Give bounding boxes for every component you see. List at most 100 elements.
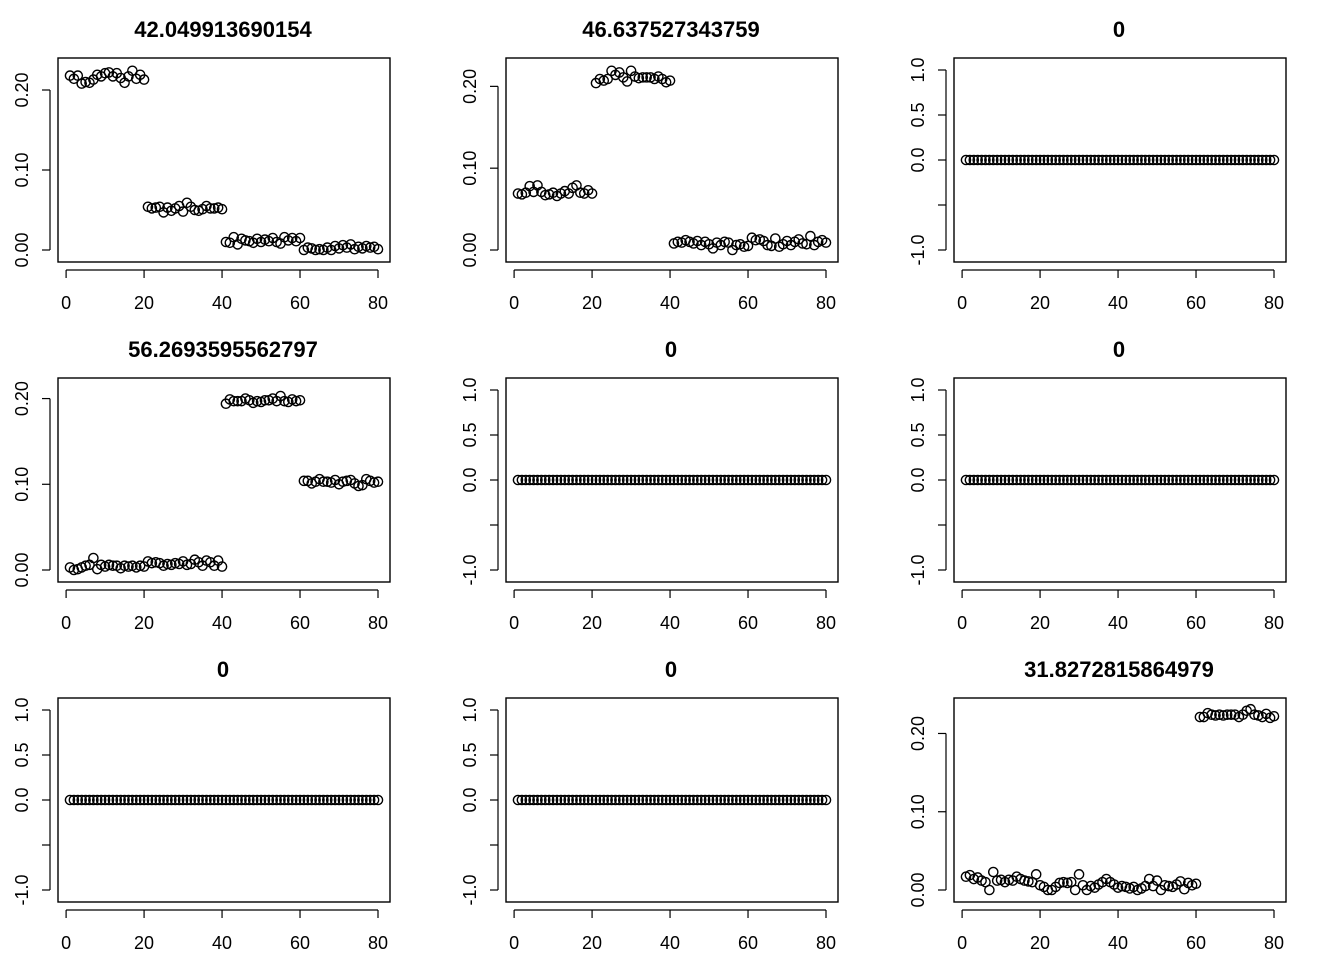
x-tick-label: 40 xyxy=(1108,293,1128,313)
data-point xyxy=(801,474,812,486)
data-point xyxy=(224,794,236,806)
data-point xyxy=(1214,709,1225,720)
data-point xyxy=(1077,154,1089,166)
data-point xyxy=(1097,474,1108,486)
x-tick-label: 40 xyxy=(660,613,680,633)
data-point xyxy=(676,474,688,486)
x-tick-label: 20 xyxy=(582,613,602,633)
data-point xyxy=(1058,876,1069,888)
data-point xyxy=(676,794,688,806)
data-point xyxy=(1190,154,1202,166)
data-point xyxy=(512,794,524,806)
data-point xyxy=(1151,875,1163,886)
data-point xyxy=(271,794,282,806)
data-point xyxy=(805,230,816,242)
data-point xyxy=(1245,154,1256,166)
data-point xyxy=(547,794,559,806)
data-point xyxy=(559,794,571,806)
data-point xyxy=(645,474,656,486)
data-point xyxy=(1249,154,1260,166)
y-tick-label: 0.0 xyxy=(12,787,32,812)
data-point xyxy=(127,794,138,806)
x-tick-label: 0 xyxy=(957,933,967,953)
data-point xyxy=(816,474,828,486)
data-point xyxy=(976,154,987,166)
data-point xyxy=(637,474,649,486)
data-point xyxy=(1124,154,1136,166)
data-point xyxy=(1214,154,1225,166)
data-point xyxy=(968,154,980,166)
y-tick-label: 0.5 xyxy=(908,422,928,447)
data-point xyxy=(555,474,567,486)
y-tick-label: -1.0 xyxy=(908,554,928,585)
data-point xyxy=(80,560,91,572)
panel-title: 0 xyxy=(217,657,229,682)
x-tick-label: 40 xyxy=(660,293,680,313)
data-point xyxy=(987,154,999,166)
data-point xyxy=(586,794,598,806)
x-tick-label: 20 xyxy=(1030,613,1050,633)
data-point xyxy=(586,188,598,199)
data-point xyxy=(1143,474,1155,486)
data-point xyxy=(594,794,606,806)
data-point xyxy=(368,477,380,488)
data-point xyxy=(1030,154,1042,166)
y-tick-label: 1.0 xyxy=(908,57,928,82)
panel-title: 42.049913690154 xyxy=(134,17,312,42)
data-point xyxy=(1260,154,1272,166)
data-point xyxy=(610,794,621,806)
data-point xyxy=(762,794,773,806)
y-tick-label: 0.20 xyxy=(12,381,32,416)
data-point xyxy=(680,794,691,806)
data-point xyxy=(606,794,617,806)
data-point xyxy=(314,794,325,806)
plot-frame xyxy=(505,57,839,263)
x-tick-label: 60 xyxy=(738,933,758,953)
panel-title: 0 xyxy=(665,657,677,682)
data-point xyxy=(991,875,1003,886)
panel-7: 0 0 20 40 60 80 -1.0 0.0 0.5 1.0 xyxy=(12,657,391,953)
data-point xyxy=(228,395,240,407)
data-point xyxy=(567,794,578,806)
data-point xyxy=(1221,154,1233,166)
data-point xyxy=(715,794,727,806)
data-point xyxy=(703,794,715,806)
data-point xyxy=(240,235,251,246)
data-point xyxy=(99,794,111,806)
data-point xyxy=(173,794,185,806)
data-point xyxy=(512,188,524,199)
data-point xyxy=(539,474,551,486)
data-point xyxy=(758,794,769,806)
x-tick-label: 60 xyxy=(1186,613,1206,633)
data-point xyxy=(1019,875,1030,886)
data-point xyxy=(150,202,162,213)
data-point xyxy=(621,76,633,87)
x-tick-label: 0 xyxy=(509,933,519,953)
data-point xyxy=(695,474,707,486)
x-tick-label: 80 xyxy=(368,293,388,313)
data-point xyxy=(980,474,991,486)
data-point xyxy=(812,794,824,806)
data-point xyxy=(80,794,91,806)
data-point xyxy=(964,474,976,486)
data-point xyxy=(1050,154,1061,166)
data-point xyxy=(524,474,535,486)
data-point xyxy=(754,474,766,486)
data-point xyxy=(205,794,216,806)
data-point xyxy=(267,794,279,806)
data-point xyxy=(586,474,598,486)
data-point xyxy=(984,154,995,166)
data-point xyxy=(731,474,742,486)
data-point xyxy=(742,474,754,486)
data-point xyxy=(1175,154,1186,166)
data-point xyxy=(1089,474,1100,486)
data-point xyxy=(1054,877,1065,889)
data-point xyxy=(614,794,625,806)
data-point xyxy=(1030,869,1042,880)
data-point xyxy=(88,552,99,564)
data-point xyxy=(302,242,314,253)
data-point xyxy=(742,794,754,806)
data-point xyxy=(762,474,773,486)
data-point xyxy=(1147,474,1159,486)
x-tick-label: 0 xyxy=(509,293,519,313)
